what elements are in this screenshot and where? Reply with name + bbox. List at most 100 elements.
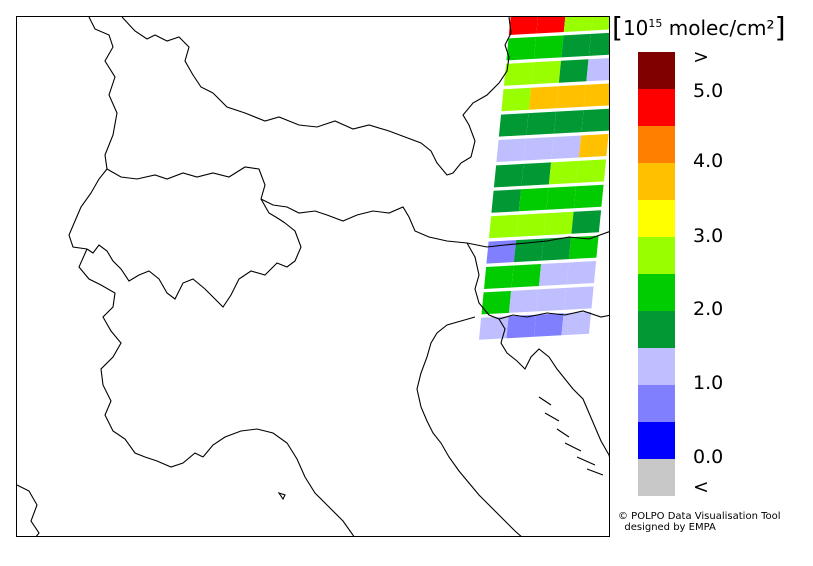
- legend-unit-title: [1015 molec/cm²]: [612, 6, 810, 44]
- swath-pixel: [506, 314, 537, 339]
- switzerland-north-border: [106, 166, 286, 224]
- swath-pixel: [581, 108, 609, 133]
- ligurian-coast: [202, 428, 355, 536]
- colorbar-cell: [638, 385, 675, 422]
- swath-pixel: [533, 35, 564, 59]
- swath-pixel: [543, 211, 574, 236]
- legend-label-5: 5.0: [693, 80, 724, 102]
- france-switzerland-border: [68, 168, 108, 250]
- swath-pixel: [591, 17, 609, 31]
- legend-label-under: <: [693, 476, 709, 498]
- swath-pixel: [576, 159, 607, 183]
- slovenia-border: [466, 242, 609, 320]
- credit-text: © POLPO Data Visualisation Tool designed…: [618, 511, 781, 533]
- germany-austria-border: [212, 17, 512, 176]
- colorbar-cell: [638, 126, 675, 163]
- credit-line-2: designed by EMPA: [618, 522, 716, 533]
- swath-pixel: [516, 213, 547, 237]
- legend-label-over: >: [693, 46, 709, 68]
- swath-pixel: [486, 240, 517, 264]
- swath-pixel: [578, 134, 609, 158]
- colorbar-cell: [638, 163, 675, 200]
- swath-pixel: [536, 17, 566, 34]
- swath-pixel: [501, 87, 531, 112]
- colorbar-cell: [638, 459, 675, 496]
- legend-unit-exponent: 15: [648, 17, 663, 30]
- swath-pixel: [508, 17, 538, 35]
- elba-island: [277, 491, 286, 501]
- legend-unit-text: molec/cm²: [662, 16, 775, 40]
- france-germany-border: [88, 17, 118, 170]
- swath-pixel: [551, 135, 582, 159]
- legend-label-2: 2.0: [693, 298, 724, 320]
- istria-coast: [498, 318, 574, 390]
- legend-unit-base: 10: [622, 16, 649, 40]
- swath-pixel: [521, 162, 552, 186]
- swath-pixel: [534, 313, 564, 337]
- corsica-coast: [17, 484, 40, 536]
- swath-pixel: [488, 214, 519, 239]
- dalmatian-coast: [572, 388, 609, 458]
- colorbar-cell: [638, 89, 675, 126]
- austria-italy-border: [260, 198, 609, 248]
- swath-pixel: [546, 186, 577, 210]
- swath-pixel: [528, 86, 559, 110]
- swath-pixel: [563, 17, 593, 32]
- colorbar-cell: [638, 311, 675, 348]
- legend-label-4: 4.0: [693, 150, 724, 172]
- swath-pixel: [511, 264, 542, 288]
- swath-pixel: [573, 184, 604, 209]
- swath-pixel: [523, 137, 554, 161]
- switzerland-italy-border: [86, 222, 302, 308]
- france-italy-border: [78, 248, 204, 468]
- swath-pixel: [561, 33, 591, 58]
- swath-pixel: [513, 238, 544, 263]
- swath-pixel: [509, 289, 539, 313]
- swath-pixel: [531, 60, 561, 85]
- legend-unit-close-bracket: ]: [774, 11, 786, 44]
- legend-label-3: 3.0: [693, 225, 724, 247]
- germany-north-border: [121, 17, 214, 94]
- swath-pixel: [571, 210, 602, 234]
- swath-pixel: [556, 84, 586, 109]
- swath-pixel: [491, 189, 522, 213]
- legend-label-1: 1.0: [693, 372, 724, 394]
- swath-pixel: [481, 290, 512, 315]
- swath-pixel: [558, 59, 589, 83]
- colorbar-cell: [638, 422, 675, 459]
- map-canvas: [17, 17, 609, 536]
- colorbar-cell: [638, 348, 675, 385]
- map-panel: [16, 16, 610, 537]
- legend-colorbar: [638, 52, 675, 496]
- satellite-swath: [479, 17, 609, 340]
- swath-pixel: [526, 111, 556, 136]
- swath-pixel: [541, 237, 572, 261]
- swath-pixel: [561, 311, 592, 336]
- swath-pixel: [564, 286, 594, 310]
- swath-pixel: [583, 83, 609, 107]
- adriatic-west-coast: [416, 316, 522, 536]
- credit-line-1: © POLPO Data Visualisation Tool: [618, 511, 781, 522]
- swath-pixel: [586, 58, 609, 82]
- swath-pixel: [518, 187, 549, 212]
- swath-pixel: [553, 110, 584, 134]
- colorbar-cell: [638, 237, 675, 274]
- swath-pixel: [566, 261, 597, 285]
- swath-pixel: [484, 265, 514, 289]
- croatian-islands: [538, 396, 604, 476]
- colorbar-cell: [638, 274, 675, 311]
- colorbar-cell: [638, 200, 675, 237]
- swath-pixel: [503, 62, 534, 86]
- swath-pixel: [536, 287, 567, 312]
- swath-pixel: [493, 163, 524, 188]
- country-borders: [68, 17, 609, 468]
- swath-pixel: [539, 262, 569, 286]
- swath-pixel: [588, 32, 609, 56]
- coastlines: [17, 316, 609, 536]
- swath-pixel: [548, 160, 579, 185]
- swath-pixel: [506, 36, 536, 61]
- swath-pixel: [496, 138, 527, 162]
- legend-label-0: 0.0: [693, 446, 724, 468]
- colorbar-cell: [638, 52, 675, 89]
- legend-unit-open-bracket: [: [612, 11, 623, 44]
